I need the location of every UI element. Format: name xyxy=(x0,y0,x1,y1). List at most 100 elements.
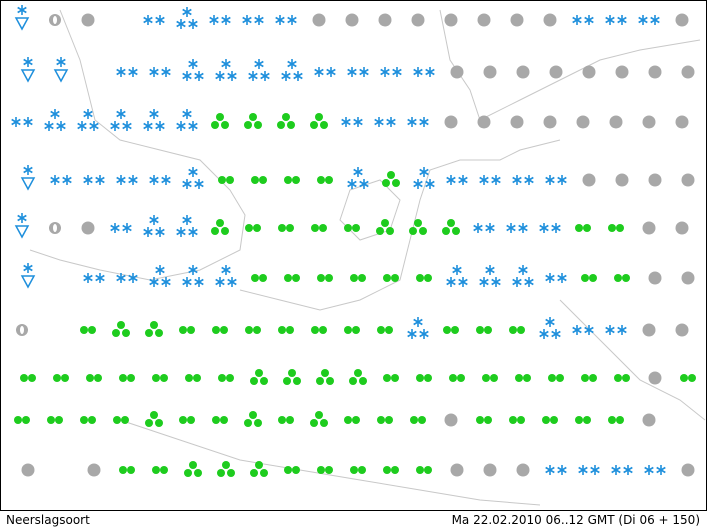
rain-drop xyxy=(418,416,426,424)
coastline xyxy=(559,299,706,421)
rain-drop xyxy=(14,416,22,424)
rain-drop xyxy=(320,419,328,427)
weather-symbol xyxy=(145,411,163,427)
snow-stroke xyxy=(149,176,159,184)
dot xyxy=(543,115,557,129)
snow-stroke xyxy=(584,326,594,334)
weather-symbol xyxy=(449,374,465,382)
rain-drop xyxy=(377,326,385,334)
weather-symbol xyxy=(444,115,458,129)
rain-drop xyxy=(320,121,328,129)
rain-drop xyxy=(222,461,230,469)
snow-stroke xyxy=(161,68,171,76)
weather-symbol xyxy=(479,175,501,185)
snow-stroke xyxy=(182,72,192,80)
weather-symbol xyxy=(377,326,393,334)
weather-symbol xyxy=(344,224,360,232)
weather-symbol xyxy=(377,416,393,424)
rain-drop xyxy=(484,326,492,334)
rain-drop xyxy=(217,469,225,477)
dot xyxy=(444,413,458,427)
weather-symbol xyxy=(81,13,95,27)
valid-time-label: Ma 22.02.2010 06..12 GMT (Di 06 + 150) xyxy=(452,513,700,527)
snow-stroke xyxy=(155,122,165,130)
weather-symbol xyxy=(510,13,524,27)
dot xyxy=(582,173,596,187)
weather-symbol xyxy=(143,215,165,237)
rain-drop xyxy=(212,326,220,334)
dot xyxy=(648,271,662,285)
weather-symbol xyxy=(383,374,399,382)
rain-drop xyxy=(410,416,418,424)
snow-stroke xyxy=(644,466,654,474)
weather-symbol xyxy=(16,324,28,336)
rain-drop xyxy=(216,219,224,227)
rain-drop xyxy=(113,416,121,424)
weather-symbol xyxy=(184,461,202,477)
rain-drop xyxy=(80,326,88,334)
snow-stroke xyxy=(194,278,204,286)
rain-drop xyxy=(255,461,263,469)
rain-drop xyxy=(286,326,294,334)
snow-stroke xyxy=(11,118,21,126)
snow-stroke xyxy=(605,16,615,24)
snow-stroke xyxy=(407,330,417,338)
snow-stroke xyxy=(23,166,33,174)
snow-stroke xyxy=(359,68,369,76)
weather-symbol xyxy=(648,371,662,385)
rain-drop xyxy=(391,374,399,382)
rain-drop xyxy=(226,374,234,382)
snow-stroke xyxy=(215,72,225,80)
dot xyxy=(675,115,689,129)
rain-drop xyxy=(447,219,455,227)
rain-drop xyxy=(286,416,294,424)
weather-symbol xyxy=(539,223,561,233)
weather-symbol xyxy=(20,57,36,83)
rain-drop xyxy=(152,466,160,474)
rain-drop xyxy=(583,224,591,232)
dot xyxy=(543,13,557,27)
rain-drop xyxy=(550,416,558,424)
snow-stroke xyxy=(188,228,198,236)
snow-stroke xyxy=(149,216,159,224)
snow-stroke xyxy=(95,274,105,282)
rain-drop xyxy=(245,326,253,334)
snow-stroke xyxy=(557,274,567,282)
map-frame xyxy=(0,0,707,511)
dot xyxy=(477,115,491,129)
weather-symbol xyxy=(582,65,596,79)
rain-drop xyxy=(316,377,324,385)
weather-symbol xyxy=(53,57,69,83)
snow-stroke xyxy=(545,318,555,326)
weather-symbol xyxy=(675,221,689,235)
weather-symbol xyxy=(572,325,594,335)
dot xyxy=(642,323,656,337)
weather-symbol xyxy=(113,416,129,424)
rain-drop xyxy=(387,171,395,179)
weather-symbol xyxy=(575,224,591,232)
weather-symbol xyxy=(278,416,294,424)
weather-symbol xyxy=(642,115,656,129)
rain-drop xyxy=(424,274,432,282)
snow-stroke xyxy=(260,72,270,80)
rain-drop xyxy=(286,224,294,232)
dot xyxy=(477,13,491,27)
rain-drop xyxy=(218,176,226,184)
rain-drop xyxy=(449,374,457,382)
weather-symbol xyxy=(86,374,102,382)
snow-stroke xyxy=(419,168,429,176)
rain-drop xyxy=(278,326,286,334)
rain-drop xyxy=(254,419,262,427)
rain-drop xyxy=(277,121,285,129)
weather-symbol xyxy=(681,271,695,285)
rain-drop xyxy=(350,466,358,474)
snow-stroke xyxy=(128,68,138,76)
rain-drop xyxy=(179,416,187,424)
rain-drop xyxy=(589,374,597,382)
dot xyxy=(444,115,458,129)
rain-drop xyxy=(150,411,158,419)
weather-symbol xyxy=(14,416,30,424)
rain-drop xyxy=(416,374,424,382)
rain-drop xyxy=(321,369,329,377)
weather-symbol xyxy=(49,14,61,26)
